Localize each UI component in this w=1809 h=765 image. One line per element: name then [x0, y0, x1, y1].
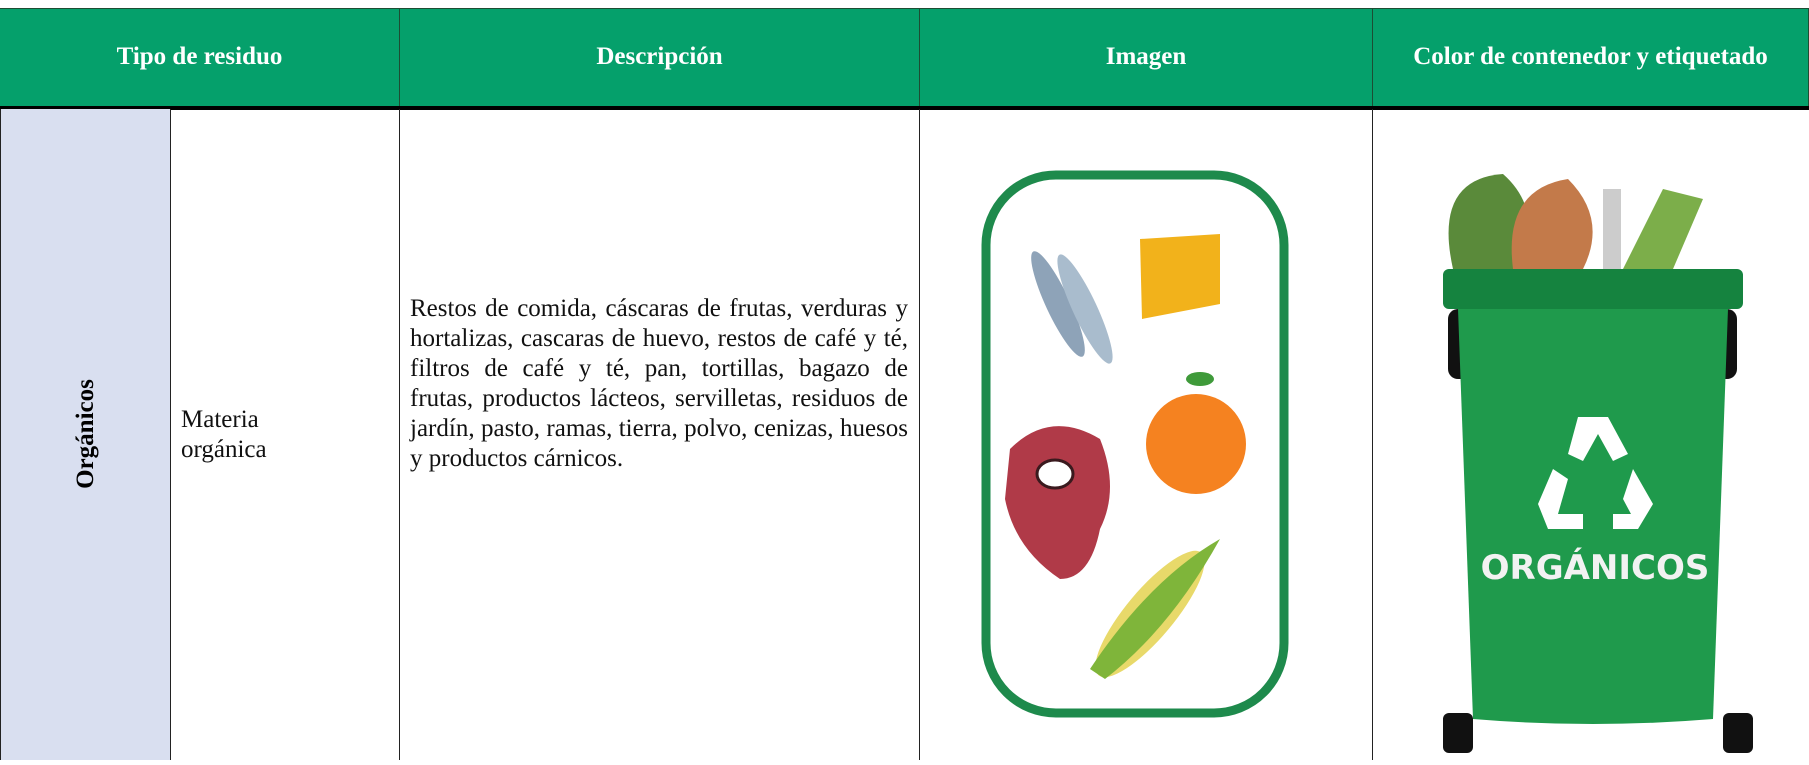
- steak: [1005, 426, 1110, 579]
- organic-bin: ORGÁNICOS: [1443, 174, 1753, 753]
- header-cell: Color de contenedor y etiquetado: [1373, 9, 1809, 106]
- bin-cell: ORGÁNICOS: [1373, 109, 1809, 760]
- category-cell: Orgánicos: [0, 109, 171, 760]
- header-rule: [0, 106, 1809, 110]
- subtype-label: Materia orgánica: [181, 406, 267, 463]
- fish: [1031, 251, 1113, 364]
- description-cell: Restos de comida, cáscaras de frutas, ve…: [400, 109, 920, 760]
- cheese: [1140, 234, 1220, 319]
- organic-waste-illustration: [981, 170, 1289, 718]
- category-label: Orgánicos: [72, 379, 99, 489]
- header-top-border: [0, 8, 1809, 9]
- header-cell: Tipo de residuo: [0, 9, 400, 106]
- image-cell: [920, 109, 1373, 760]
- header-cell: Descripción: [400, 9, 920, 106]
- orange: [1146, 394, 1246, 494]
- recycle-symbol: [1538, 417, 1653, 529]
- subtype-cell: Materia orgánica: [171, 109, 400, 760]
- bin-label: ORGÁNICOS: [1481, 547, 1710, 588]
- header-cell: Imagen: [920, 9, 1373, 106]
- description-text: Restos de comida, cáscaras de frutas, ve…: [410, 295, 908, 472]
